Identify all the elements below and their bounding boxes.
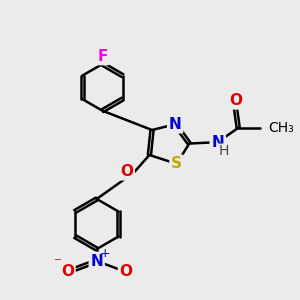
- Text: N: N: [211, 135, 224, 150]
- Text: S: S: [171, 156, 182, 171]
- Text: O: O: [120, 164, 133, 179]
- Text: N: N: [169, 117, 182, 132]
- Text: O: O: [61, 264, 74, 279]
- Text: ⁻: ⁻: [54, 255, 62, 270]
- Text: O: O: [120, 264, 133, 279]
- Text: O: O: [229, 93, 242, 108]
- Text: H: H: [218, 144, 229, 158]
- Text: F: F: [97, 49, 108, 64]
- Text: N: N: [90, 254, 103, 268]
- Text: +: +: [99, 247, 110, 260]
- Text: CH₃: CH₃: [269, 121, 294, 135]
